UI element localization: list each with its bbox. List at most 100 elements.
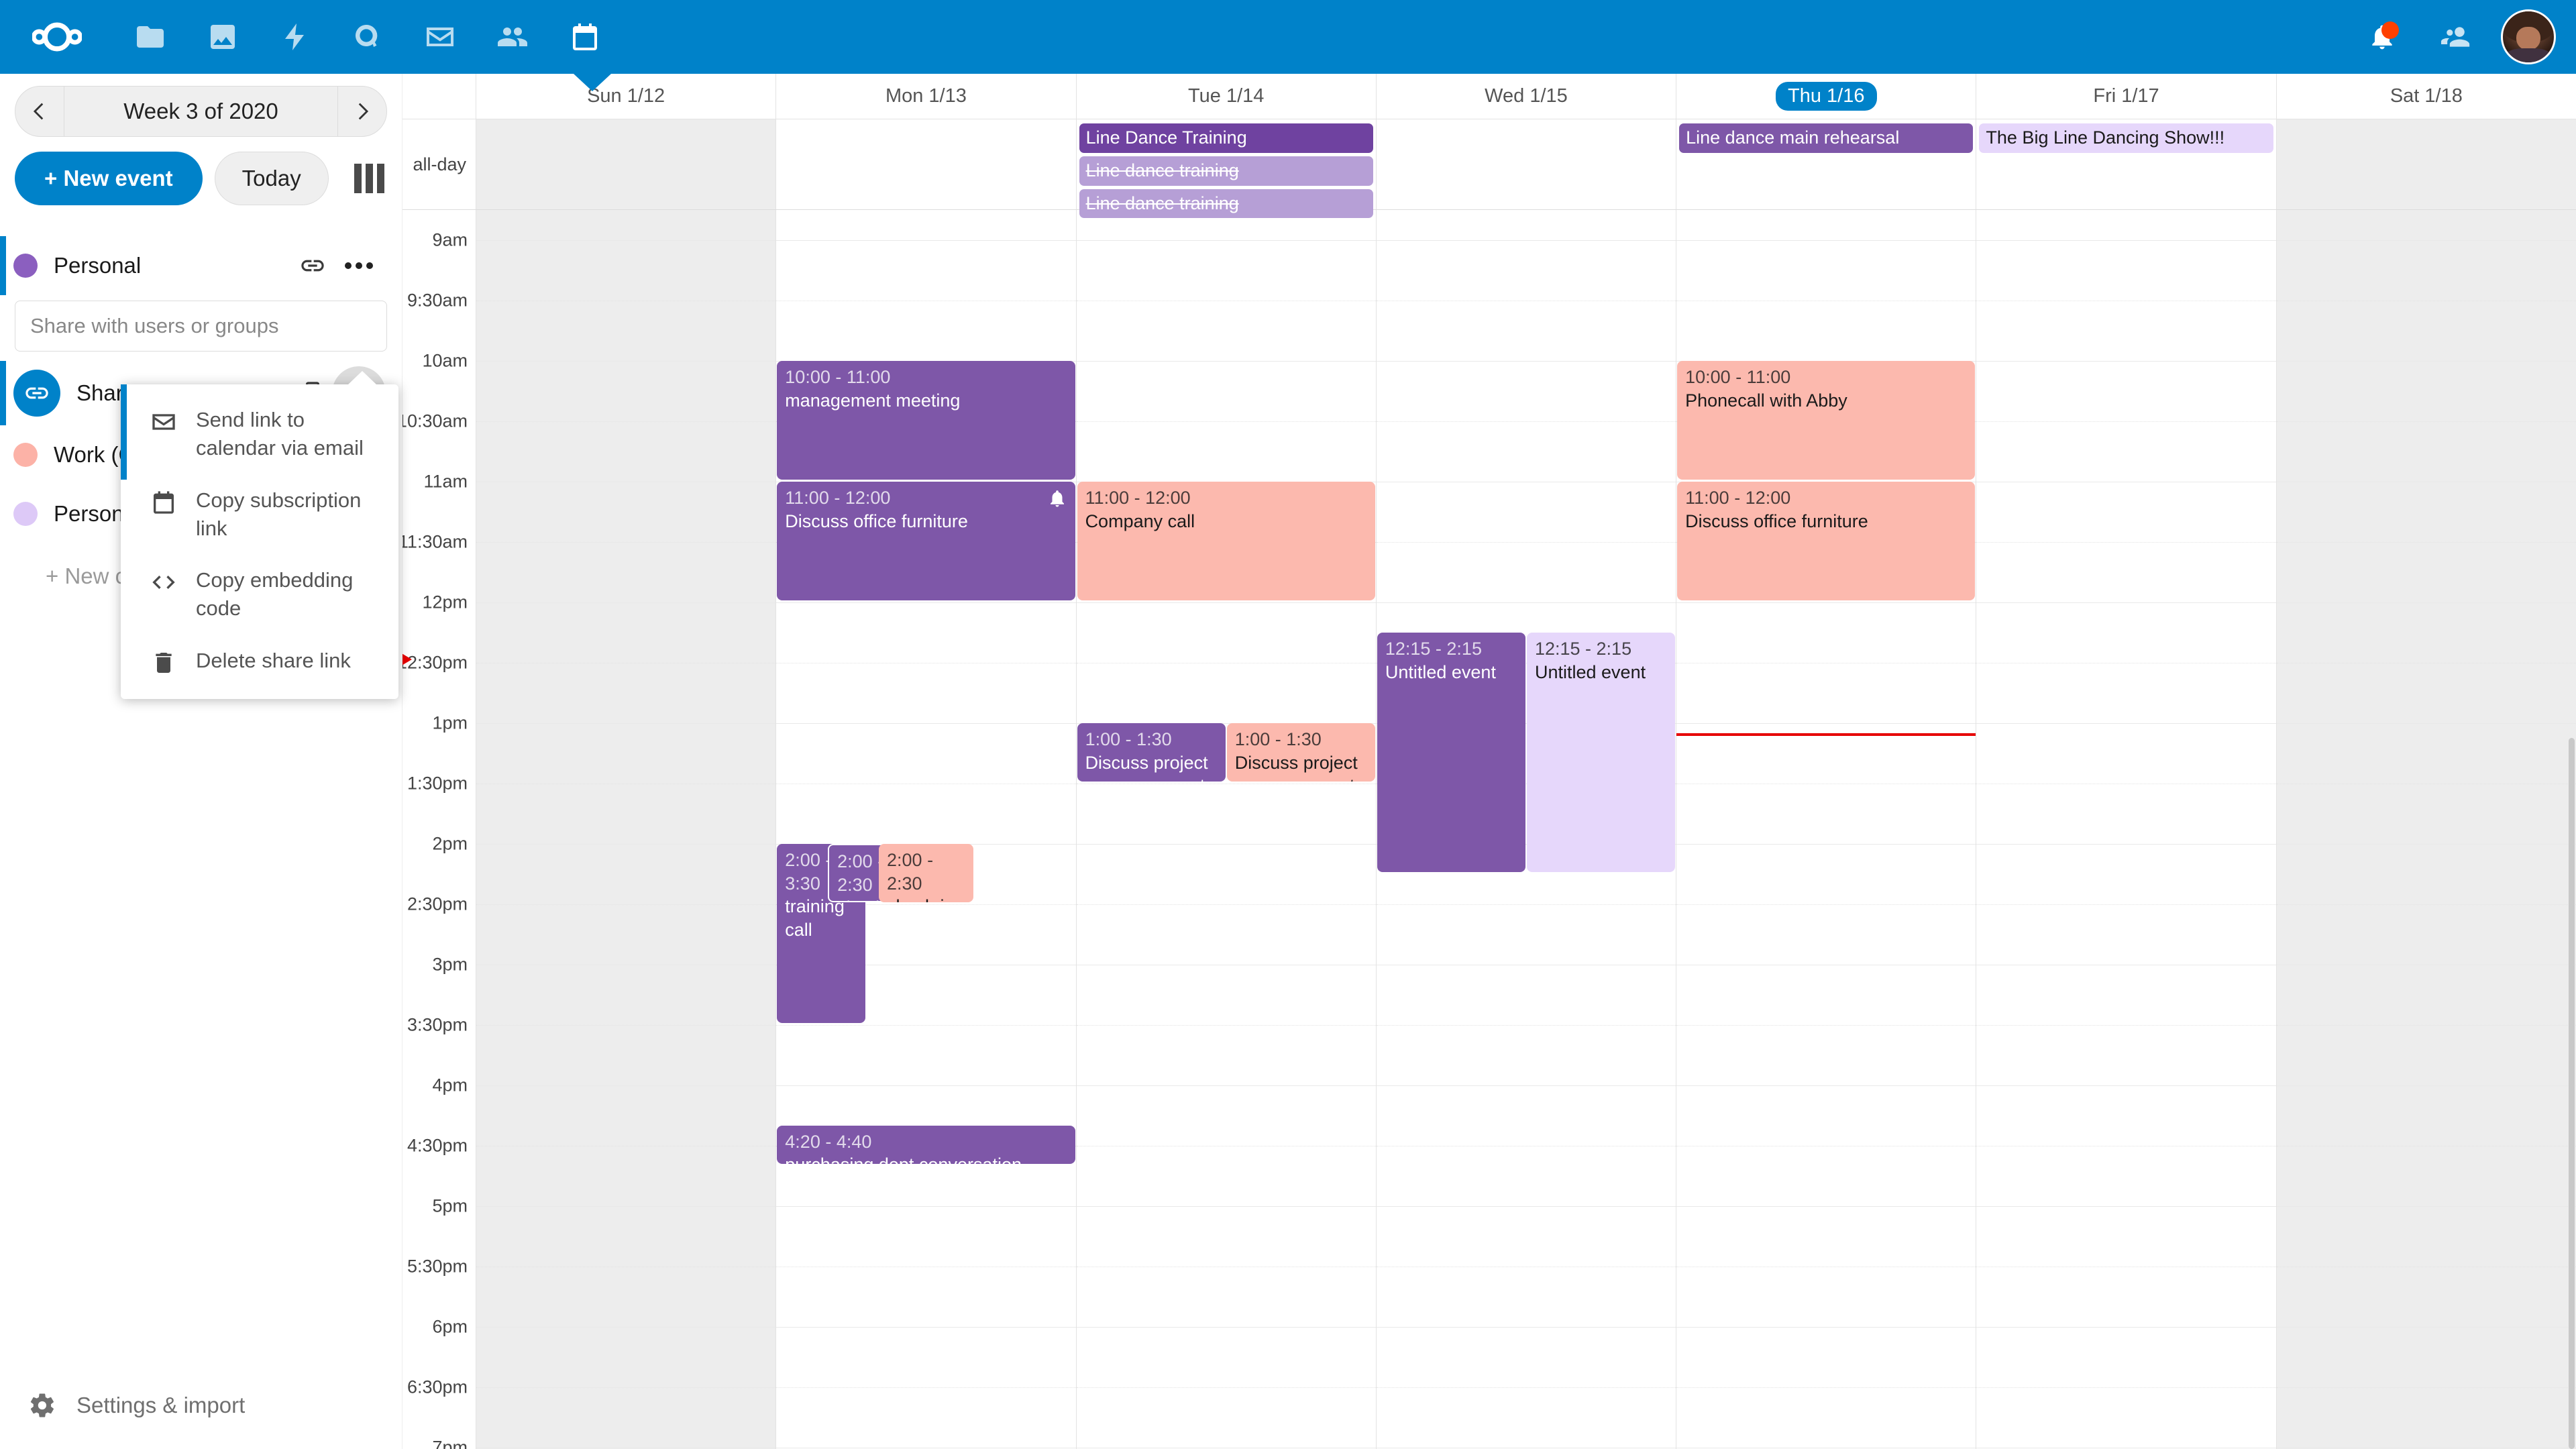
day-header-5[interactable]: Fri 1/17 (1976, 74, 2275, 119)
notifications-button[interactable] (2345, 0, 2419, 74)
next-week-button[interactable] (338, 87, 386, 136)
calendar-event[interactable]: 10:00 - 11:00 Phonecall with Abby (1677, 361, 1976, 480)
envelope-icon (146, 409, 181, 435)
menu-item-label: Send link to calendar via email (196, 408, 364, 460)
contacts-menu-button[interactable] (2419, 0, 2493, 74)
nav-photos[interactable] (186, 0, 259, 74)
day-header-1[interactable]: Mon 1/13 (775, 74, 1075, 119)
grid-line (476, 361, 776, 362)
share-link-toggle-button[interactable] (293, 246, 332, 285)
grid-line (476, 844, 776, 845)
all-day-column-5[interactable]: The Big Line Dancing Show!!! (1976, 119, 2275, 209)
calendar-event[interactable]: 2:00 - 2:30check-in (879, 844, 973, 902)
nextcloud-logo[interactable] (0, 21, 114, 53)
grid-line (1976, 602, 2276, 603)
new-calendar-button[interactable]: + New c (46, 564, 127, 588)
calendar-event[interactable]: 10:00 - 11:00 management meeting (777, 361, 1075, 480)
day-header-label: Mon 1/13 (885, 85, 967, 107)
calendar-event[interactable]: 4:20 - 4:40purchasing dept conversation (777, 1125, 1075, 1164)
calendar-event[interactable]: 12:15 - 2:15 Untitled event (1526, 633, 1676, 872)
menu-item-copy-embedding-code[interactable]: Copy embedding code (121, 554, 398, 635)
nav-search[interactable] (331, 0, 404, 74)
prev-week-button[interactable] (15, 87, 64, 136)
day-header-3[interactable]: Wed 1/15 (1375, 74, 1676, 119)
menu-item-copy-subscription-link[interactable]: Copy subscription link (121, 474, 398, 555)
all-day-event[interactable]: Line dance training (1079, 156, 1373, 186)
three-dots-icon-dot (366, 262, 373, 269)
share-input[interactable] (15, 301, 387, 352)
calendar-event[interactable]: 11:00 - 12:00 Discuss office furniture (1677, 482, 1976, 600)
all-day-column-4[interactable]: Line dance main rehearsal (1676, 119, 1976, 209)
grid-line (1376, 240, 1676, 241)
envelope-icon (427, 28, 453, 46)
all-day-label: all-day (402, 119, 476, 209)
calendar-color-dot (13, 502, 38, 526)
day-column-3[interactable]: 12:15 - 2:15 Untitled event 12:15 - 2:15 Un… (1375, 210, 1676, 1449)
day-header-2[interactable]: Tue 1/14 (1075, 74, 1376, 119)
event-time: 11:00 - 12:00 (1685, 488, 1791, 508)
calendar-item-personal[interactable]: Personal (0, 236, 402, 295)
calendar-event[interactable]: 11:00 - 12:00 Company call (1077, 482, 1375, 600)
grid-line (1376, 1387, 1676, 1388)
all-day-event[interactable]: Line dance training (1079, 189, 1373, 219)
nav-mail[interactable] (404, 0, 476, 74)
grid-line (476, 421, 776, 422)
new-event-button[interactable]: + New event (15, 152, 203, 205)
time-label: 2pm (432, 833, 468, 854)
all-day-column-6[interactable] (2275, 119, 2576, 209)
day-column-2[interactable]: 11:00 - 12:00 Company call 1:00 - 1:30 Disc… (1075, 210, 1376, 1449)
day-header-4[interactable]: Thu 1/16 (1676, 74, 1976, 119)
event-time: 2:00 - 2:30 (837, 851, 884, 895)
view-switch-button[interactable] (352, 160, 387, 197)
calendar-event[interactable]: 1:00 - 1:30 Discuss project announcement (1077, 723, 1226, 782)
week-label[interactable]: Week 3 of 2020 (64, 87, 338, 136)
grid-line (1976, 1025, 2276, 1026)
grid-line (776, 1387, 1076, 1388)
event-time: 1:00 - 1:30 (1234, 729, 1322, 749)
all-day-column-0[interactable] (476, 119, 776, 209)
grid-line (2276, 1025, 2576, 1026)
today-button[interactable]: Today (214, 152, 329, 205)
time-label: 10:30am (402, 411, 468, 431)
all-day-column-2[interactable]: Line Dance Training Line dance training Li… (1075, 119, 1376, 219)
notification-badge (2381, 21, 2399, 39)
grid-line (476, 723, 776, 724)
grid-line (476, 904, 776, 905)
day-column-6[interactable] (2275, 210, 2576, 1449)
day-column-0[interactable] (476, 210, 776, 1449)
nav-contacts[interactable] (476, 0, 549, 74)
menu-item-send-link-email[interactable]: Send link to calendar via email (121, 394, 398, 474)
day-column-1[interactable]: 10:00 - 11:00 management meeting 11:00 - 1… (775, 210, 1076, 1449)
day-column-4[interactable]: 10:00 - 11:00 Phonecall with Abby 11:00 - … (1676, 210, 1976, 1449)
event-title: management meeting (785, 390, 961, 411)
day-column-5[interactable] (1976, 210, 2276, 1449)
event-time: 4:20 - 4:40 (785, 1131, 872, 1152)
all-day-event[interactable]: The Big Line Dancing Show!!! (1979, 123, 2273, 153)
event-time: 10:00 - 11:00 (1685, 367, 1791, 387)
top-navigation-bar (0, 0, 2576, 74)
avatar[interactable] (2501, 9, 2556, 64)
day-header-0[interactable]: Sun 1/12 (476, 74, 775, 119)
calendar-actions-button[interactable] (332, 239, 386, 292)
grid-line (2276, 904, 2576, 905)
all-day-event[interactable]: Line Dance Training (1079, 123, 1373, 153)
all-day-column-3[interactable] (1375, 119, 1676, 209)
all-day-event[interactable]: Line dance main rehearsal (1679, 123, 1974, 153)
menu-item-delete-share-link[interactable]: Delete share link (121, 635, 398, 688)
folder-icon (137, 26, 164, 48)
all-day-column-1[interactable] (775, 119, 1075, 209)
nav-files[interactable] (114, 0, 186, 74)
calendar-event[interactable]: 11:00 - 12:00 Discuss office furniture (777, 482, 1075, 600)
day-header-6[interactable]: Sat 1/18 (2275, 74, 2576, 119)
settings-and-import-button[interactable]: Settings & import (0, 1391, 402, 1419)
calendar-icon (573, 23, 597, 50)
columns-view-icon-bar (365, 164, 373, 193)
calendar-event[interactable]: 12:15 - 2:15 Untitled event (1377, 633, 1525, 872)
grid-line (776, 904, 1076, 905)
nav-activity[interactable] (259, 0, 331, 74)
grid-line (776, 1206, 1076, 1207)
nav-calendar[interactable] (549, 0, 621, 74)
vertical-scrollbar[interactable] (2569, 738, 2575, 1449)
grid-line (1976, 1387, 2276, 1388)
calendar-event[interactable]: 1:00 - 1:30 Discuss project announcement (1226, 723, 1375, 782)
